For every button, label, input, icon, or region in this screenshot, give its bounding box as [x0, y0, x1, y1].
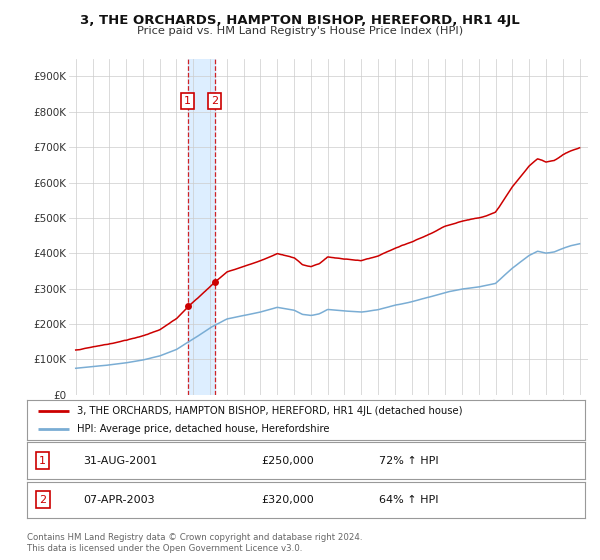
Text: 64% ↑ HPI: 64% ↑ HPI	[379, 495, 438, 505]
Text: 07-APR-2003: 07-APR-2003	[83, 495, 154, 505]
Text: 2: 2	[211, 96, 218, 106]
Text: 1: 1	[184, 96, 191, 106]
Text: £320,000: £320,000	[262, 495, 314, 505]
Text: HPI: Average price, detached house, Herefordshire: HPI: Average price, detached house, Here…	[77, 424, 330, 434]
Text: 2: 2	[39, 495, 46, 505]
Text: 1: 1	[39, 456, 46, 465]
Text: 3, THE ORCHARDS, HAMPTON BISHOP, HEREFORD, HR1 4JL: 3, THE ORCHARDS, HAMPTON BISHOP, HEREFOR…	[80, 14, 520, 27]
Bar	[188, 59, 215, 395]
Text: 3, THE ORCHARDS, HAMPTON BISHOP, HEREFORD, HR1 4JL (detached house): 3, THE ORCHARDS, HAMPTON BISHOP, HEREFOR…	[77, 406, 463, 416]
Text: Price paid vs. HM Land Registry's House Price Index (HPI): Price paid vs. HM Land Registry's House …	[137, 26, 463, 36]
Text: Contains HM Land Registry data © Crown copyright and database right 2024.: Contains HM Land Registry data © Crown c…	[27, 533, 362, 542]
Text: This data is licensed under the Open Government Licence v3.0.: This data is licensed under the Open Gov…	[27, 544, 302, 553]
Text: 31-AUG-2001: 31-AUG-2001	[83, 456, 157, 465]
Text: 72% ↑ HPI: 72% ↑ HPI	[379, 456, 438, 465]
Text: £250,000: £250,000	[262, 456, 314, 465]
